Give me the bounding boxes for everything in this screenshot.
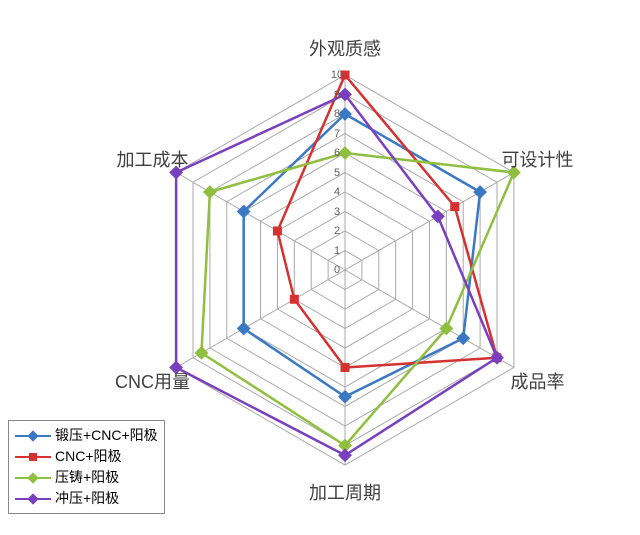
legend-swatch <box>15 471 51 485</box>
tick-label: 9 <box>334 89 340 101</box>
axis-label: CNC用量 <box>115 368 190 394</box>
legend-label: 锻压+CNC+阳极 <box>55 425 158 446</box>
tick-label: 2 <box>334 225 340 237</box>
tick-label: 10 <box>331 69 343 81</box>
legend-item: 锻压+CNC+阳极 <box>15 425 158 446</box>
axis-label: 可设计性 <box>502 146 574 172</box>
legend-label: CNC+阳极 <box>55 446 122 467</box>
tick-label: 7 <box>334 128 340 140</box>
axis-label: 加工成本 <box>116 146 188 172</box>
tick-label: 0 <box>334 264 340 276</box>
tick-label: 1 <box>334 245 340 257</box>
axis-label: 外观质感 <box>309 35 381 61</box>
legend-item: 压铸+阳极 <box>15 467 158 488</box>
legend-item: CNC+阳极 <box>15 446 158 467</box>
tick-label: 8 <box>334 108 340 120</box>
legend-swatch <box>15 492 51 506</box>
legend-label: 冲压+阳极 <box>55 488 119 509</box>
tick-label: 3 <box>334 206 340 218</box>
legend-item: 冲压+阳极 <box>15 488 158 509</box>
tick-label: 5 <box>334 167 340 179</box>
legend-swatch <box>15 450 51 464</box>
legend-swatch <box>15 429 51 443</box>
axis-label: 加工周期 <box>309 479 381 505</box>
tick-label: 4 <box>334 186 340 198</box>
tick-label: 6 <box>334 147 340 159</box>
legend-label: 压铸+阳极 <box>55 467 119 488</box>
legend-box: 锻压+CNC+阳极CNC+阳极压铸+阳极冲压+阳极 <box>8 420 165 514</box>
axis-label: 成品率 <box>511 368 565 394</box>
